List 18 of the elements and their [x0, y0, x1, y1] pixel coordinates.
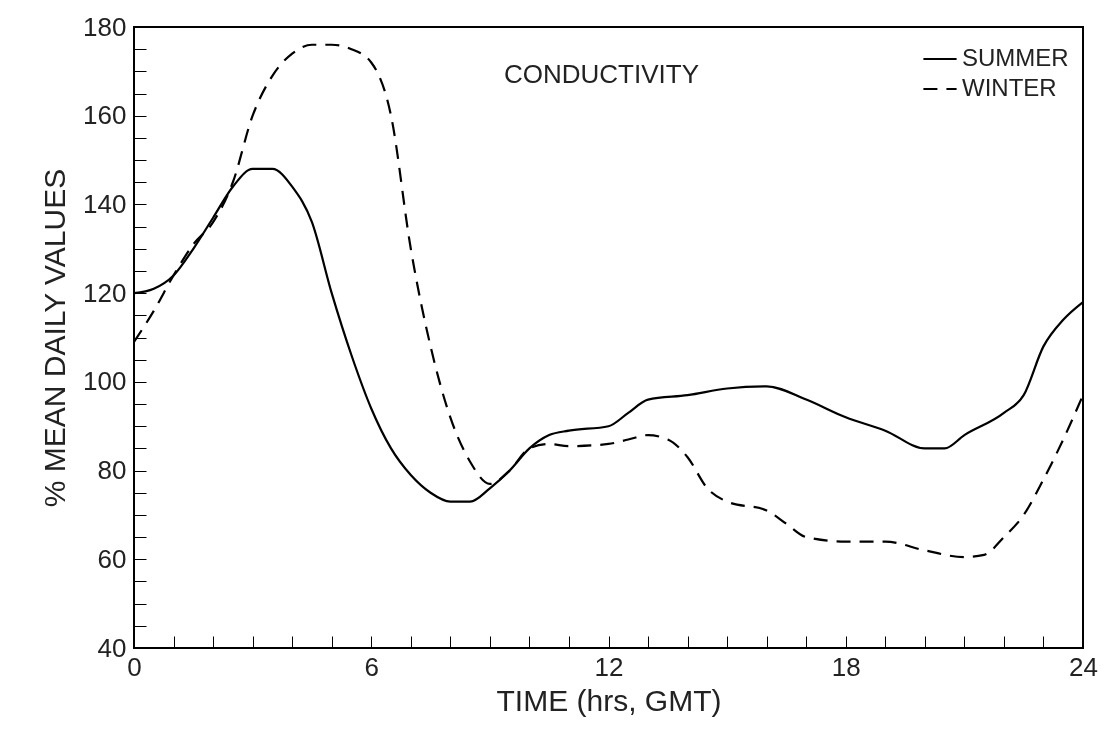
y-tick-label: 120 [83, 277, 127, 308]
y-tick-label: 60 [97, 543, 127, 574]
x-tick-label: 6 [364, 651, 379, 682]
y-tick-label: 80 [97, 455, 127, 486]
x-axis-title: TIME (hrs, GMT) [496, 683, 722, 717]
y-tick-label: 140 [83, 188, 127, 219]
x-tick-label: 18 [831, 651, 861, 682]
y-tick-label: 180 [83, 11, 127, 42]
y-tick-label: 100 [83, 366, 127, 397]
x-tick-label: 12 [594, 651, 624, 682]
legend-label: SUMMER [962, 44, 1069, 71]
y-tick-label: 160 [83, 100, 127, 131]
x-tick-label: 0 [127, 651, 142, 682]
y-axis-title: % MEAN DAILY VALUES [38, 168, 72, 508]
x-tick-label: 24 [1069, 651, 1098, 682]
y-tick-label: 40 [97, 632, 127, 663]
annotation: CONDUCTIVITY [504, 59, 699, 89]
legend-label: WINTER [962, 74, 1057, 101]
